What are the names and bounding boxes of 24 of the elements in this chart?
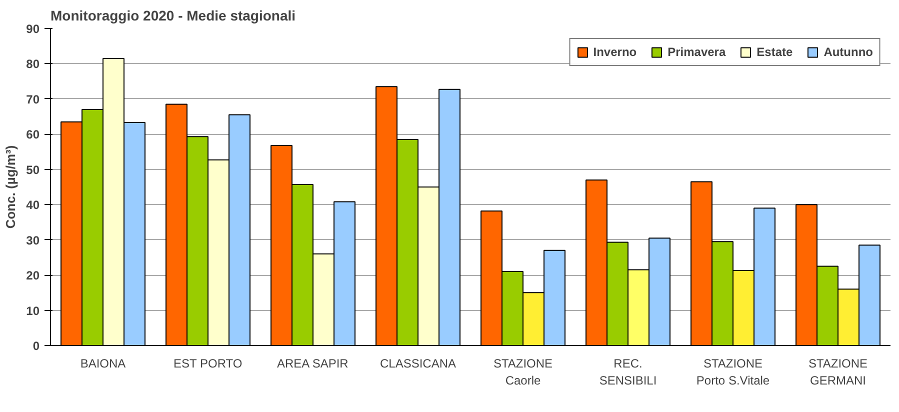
x-tick-label: STAZIONE Porto S.Vitale xyxy=(696,356,770,388)
y-tick-label: 90 xyxy=(26,22,40,36)
x-tick-label: AREA SAPIR xyxy=(276,356,349,370)
chart-title: Monitoraggio 2020 - Medie stagionali xyxy=(50,8,296,24)
y-tick-label: 70 xyxy=(26,92,40,106)
legend-label: Estate xyxy=(756,45,793,59)
y-tick-label: 10 xyxy=(26,304,40,318)
x-tick-label: REC. SENSIBILI xyxy=(599,356,657,388)
legend-label: Autunno xyxy=(824,45,873,59)
x-tick-label: BAIONA xyxy=(80,356,126,370)
y-tick-label: 20 xyxy=(26,268,40,283)
legend-label: Inverno xyxy=(593,45,637,59)
x-tick-label: CLASSICANA xyxy=(380,356,456,370)
y-tick-label: 60 xyxy=(26,128,40,142)
x-tick-label: STAZIONE Caorle xyxy=(493,356,553,388)
y-tick-label: 0 xyxy=(32,339,40,353)
x-tick-label: EST PORTO xyxy=(174,356,242,370)
y-tick-label: 40 xyxy=(26,198,40,212)
y-axis-title: Conc. (µg/m³) xyxy=(3,145,18,229)
y-tick-label: 50 xyxy=(26,162,40,177)
legend-label: Primavera xyxy=(668,45,726,59)
x-tick-label: STAZIONE GERMANI xyxy=(808,356,868,388)
y-tick-label: 80 xyxy=(26,57,40,72)
y-tick-label: 30 xyxy=(26,233,40,248)
